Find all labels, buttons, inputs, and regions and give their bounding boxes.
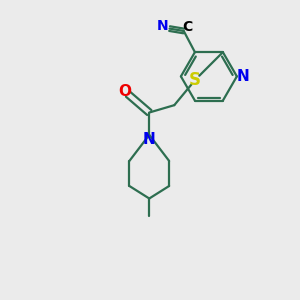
Text: O: O — [118, 84, 131, 99]
Text: N: N — [156, 19, 168, 33]
Text: S: S — [189, 71, 201, 89]
Text: C: C — [182, 20, 193, 34]
Text: N: N — [143, 131, 156, 146]
Text: N: N — [236, 69, 249, 84]
